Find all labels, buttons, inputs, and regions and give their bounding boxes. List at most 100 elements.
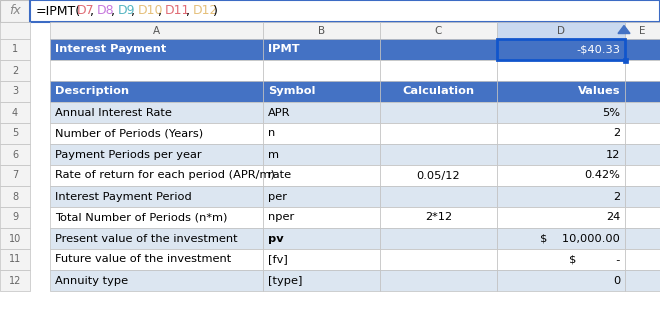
- Bar: [263, 186, 380, 207]
- Bar: [497, 123, 625, 144]
- Text: 11: 11: [9, 255, 21, 264]
- Text: $    10,000.00: $ 10,000.00: [540, 233, 620, 243]
- Text: 2: 2: [613, 129, 620, 139]
- Bar: [380, 39, 497, 60]
- Bar: [497, 207, 625, 228]
- Text: Rate of return for each period (APR/m): Rate of return for each period (APR/m): [55, 170, 275, 180]
- Text: 24: 24: [606, 212, 620, 223]
- Text: E: E: [640, 25, 645, 36]
- Text: Future value of the investment: Future value of the investment: [55, 255, 231, 264]
- Text: 5%: 5%: [602, 108, 620, 117]
- Text: 2: 2: [12, 65, 18, 76]
- Text: pv: pv: [268, 233, 284, 243]
- Text: 0.42%: 0.42%: [584, 170, 620, 180]
- Text: C: C: [435, 25, 442, 36]
- Bar: [50, 186, 263, 207]
- Bar: [497, 270, 625, 291]
- Bar: [263, 39, 380, 60]
- Text: per: per: [268, 192, 287, 202]
- Text: ,: ,: [111, 5, 115, 17]
- Bar: [50, 207, 263, 228]
- Bar: [263, 249, 380, 270]
- Text: 12: 12: [9, 276, 21, 286]
- Bar: [50, 228, 263, 249]
- Text: 0.05/12: 0.05/12: [416, 170, 460, 180]
- Bar: [497, 228, 625, 249]
- Bar: [50, 123, 263, 144]
- Text: Payment Periods per year: Payment Periods per year: [55, 149, 201, 160]
- Bar: [263, 22, 380, 39]
- Text: ,: ,: [131, 5, 135, 17]
- Text: m: m: [268, 149, 279, 160]
- Text: D9: D9: [117, 5, 135, 17]
- Text: 8: 8: [12, 192, 18, 202]
- Text: 2: 2: [613, 192, 620, 202]
- Bar: [50, 39, 263, 60]
- Bar: [497, 102, 625, 123]
- Bar: [263, 102, 380, 123]
- Text: B: B: [318, 25, 325, 36]
- Bar: [625, 60, 660, 81]
- Text: D: D: [557, 25, 565, 36]
- Bar: [380, 270, 497, 291]
- Bar: [0, 186, 30, 207]
- Bar: [380, 22, 497, 39]
- Text: Interest Payment: Interest Payment: [55, 45, 166, 55]
- Bar: [625, 22, 660, 39]
- Bar: [0, 123, 30, 144]
- Text: Calculation: Calculation: [403, 86, 475, 96]
- Text: Values: Values: [578, 86, 620, 96]
- Bar: [0, 165, 30, 186]
- Bar: [0, 102, 30, 123]
- Bar: [0, 39, 30, 60]
- Bar: [50, 81, 263, 102]
- Bar: [497, 39, 625, 60]
- Text: D7: D7: [77, 5, 94, 17]
- Bar: [0, 144, 30, 165]
- Bar: [625, 270, 660, 291]
- Text: D12: D12: [193, 5, 218, 17]
- Text: ): ): [213, 5, 218, 17]
- Text: Symbol: Symbol: [268, 86, 315, 96]
- Bar: [50, 249, 263, 270]
- Bar: [263, 207, 380, 228]
- Bar: [625, 144, 660, 165]
- Bar: [0, 249, 30, 270]
- Bar: [0, 270, 30, 291]
- Text: D8: D8: [97, 5, 115, 17]
- Bar: [625, 207, 660, 228]
- Bar: [0, 81, 30, 102]
- Bar: [380, 165, 497, 186]
- Bar: [497, 22, 625, 39]
- Text: 9: 9: [12, 212, 18, 223]
- Text: A: A: [153, 25, 160, 36]
- Text: 1: 1: [12, 45, 18, 55]
- Text: [fv]: [fv]: [268, 255, 288, 264]
- Bar: [497, 165, 625, 186]
- Bar: [0, 228, 30, 249]
- Bar: [263, 60, 380, 81]
- Text: D10: D10: [138, 5, 164, 17]
- Bar: [497, 39, 625, 60]
- Text: D11: D11: [165, 5, 191, 17]
- Text: $           -: $ -: [569, 255, 620, 264]
- Text: Interest Payment Period: Interest Payment Period: [55, 192, 192, 202]
- Bar: [380, 60, 497, 81]
- Text: 4: 4: [12, 108, 18, 117]
- Bar: [625, 123, 660, 144]
- Text: n: n: [268, 129, 275, 139]
- Bar: [50, 270, 263, 291]
- Bar: [380, 228, 497, 249]
- Text: nper: nper: [268, 212, 294, 223]
- Bar: [380, 249, 497, 270]
- Text: 2*12: 2*12: [425, 212, 452, 223]
- Bar: [497, 81, 625, 102]
- Text: 10: 10: [9, 233, 21, 243]
- Bar: [497, 186, 625, 207]
- Bar: [625, 186, 660, 207]
- Text: 0: 0: [612, 276, 620, 286]
- Text: =IPMT(: =IPMT(: [36, 5, 81, 17]
- Bar: [0, 0, 30, 22]
- Bar: [380, 207, 497, 228]
- Bar: [50, 22, 263, 39]
